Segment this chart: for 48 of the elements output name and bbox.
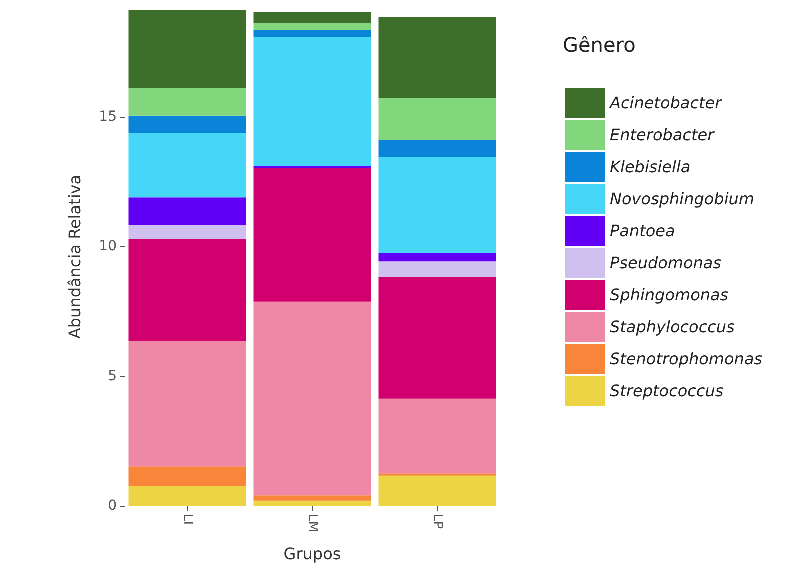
- bar: [378, 253, 496, 262]
- y-tick-label: 0: [108, 498, 117, 514]
- bar: [128, 133, 246, 198]
- bar: [128, 116, 246, 134]
- legend-label: Pseudomonas: [610, 254, 722, 272]
- bar: [378, 17, 496, 99]
- bar: [128, 239, 246, 342]
- y-tick-label: 10: [99, 238, 117, 255]
- bar: [254, 12, 372, 24]
- x-tick-label: LI: [180, 514, 195, 526]
- bar: [378, 262, 496, 278]
- y-tick-label: 5: [108, 368, 117, 384]
- bar: [128, 198, 246, 226]
- bar: [378, 277, 496, 399]
- bar: [378, 98, 496, 140]
- bar: [378, 157, 496, 254]
- bar: [378, 140, 496, 158]
- bar: [254, 500, 372, 506]
- bar: [254, 166, 372, 168]
- y-tick-label: 15: [99, 108, 117, 125]
- legend-label: Acinetobacter: [609, 94, 724, 112]
- bar: [128, 88, 246, 116]
- y-axis-title: Abundância Relativa: [66, 174, 84, 340]
- bar: [378, 476, 496, 506]
- bar: [254, 496, 372, 501]
- legend-label: Staphylococcus: [610, 318, 735, 336]
- legend-label: Klebisiella: [610, 158, 691, 176]
- bar: [254, 30, 372, 38]
- legend-title: Gênero: [563, 33, 636, 57]
- x-tick-label: LP: [430, 514, 445, 530]
- legend-label: Streptococcus: [610, 382, 724, 400]
- x-tick-label: LM: [305, 514, 320, 532]
- legend-label: Pantoea: [610, 222, 676, 240]
- bar: [378, 398, 496, 474]
- bar: [254, 37, 372, 166]
- bar: [254, 302, 372, 496]
- legend-label: Enterobacter: [610, 126, 716, 144]
- bar: [254, 23, 372, 30]
- bar: [254, 168, 372, 302]
- legend-label: Sphingomonas: [610, 286, 729, 304]
- bar: [128, 225, 246, 240]
- bar: [128, 341, 246, 467]
- bar: [128, 486, 246, 506]
- legend-label: Novosphingobium: [610, 190, 755, 208]
- x-axis-title: Grupos: [284, 544, 342, 564]
- bar: [128, 466, 246, 486]
- bar: [128, 10, 246, 88]
- legend-label: Stenotrophomonas: [610, 350, 763, 368]
